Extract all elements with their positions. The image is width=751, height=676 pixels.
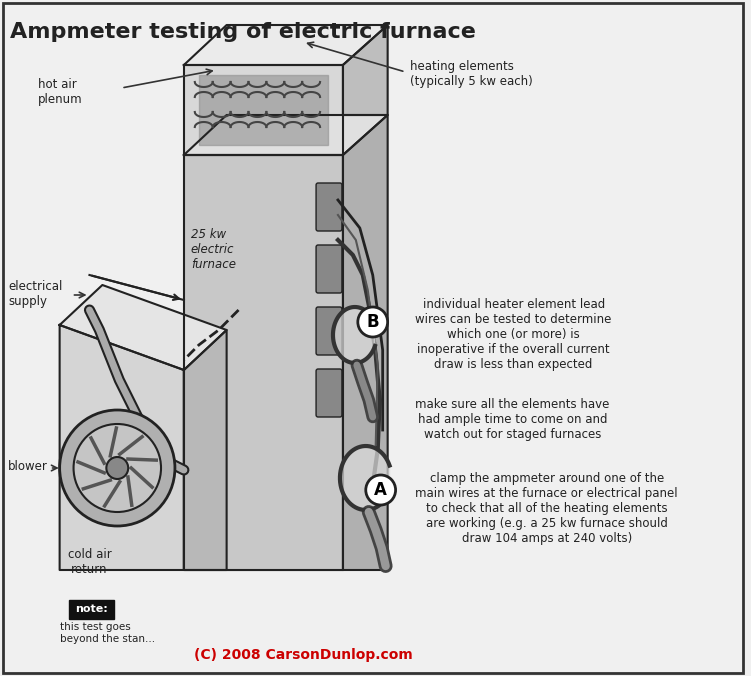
Circle shape bbox=[74, 424, 161, 512]
Text: B: B bbox=[366, 313, 379, 331]
Polygon shape bbox=[184, 330, 227, 570]
Text: this test goes
beyond the stan...: this test goes beyond the stan... bbox=[59, 622, 155, 644]
Polygon shape bbox=[343, 115, 388, 570]
FancyBboxPatch shape bbox=[316, 369, 342, 417]
Polygon shape bbox=[184, 65, 343, 155]
Text: 25 kw
electric
furnace: 25 kw electric furnace bbox=[191, 228, 236, 271]
Text: hot air
plenum: hot air plenum bbox=[38, 78, 83, 106]
Text: heating elements
(typically 5 kw each): heating elements (typically 5 kw each) bbox=[411, 60, 533, 88]
Text: clamp the ampmeter around one of the
main wires at the furnace or electrical pan: clamp the ampmeter around one of the mai… bbox=[415, 472, 678, 545]
Circle shape bbox=[366, 475, 396, 505]
FancyBboxPatch shape bbox=[316, 245, 342, 293]
Text: cold air
return: cold air return bbox=[68, 548, 111, 576]
Circle shape bbox=[107, 457, 128, 479]
Circle shape bbox=[59, 410, 175, 526]
Text: note:: note: bbox=[75, 604, 108, 614]
Text: Ampmeter testing of electric furnace: Ampmeter testing of electric furnace bbox=[10, 22, 476, 42]
Polygon shape bbox=[59, 285, 227, 370]
Text: individual heater element lead
wires can be tested to determine
which one (or mo: individual heater element lead wires can… bbox=[415, 298, 612, 371]
Text: make sure all the elements have
had ample time to come on and
watch out for stag: make sure all the elements have had ampl… bbox=[415, 398, 610, 441]
Polygon shape bbox=[343, 25, 388, 115]
Text: blower: blower bbox=[8, 460, 48, 473]
Text: A: A bbox=[374, 481, 387, 499]
FancyBboxPatch shape bbox=[316, 183, 342, 231]
Polygon shape bbox=[333, 307, 375, 363]
Polygon shape bbox=[59, 325, 184, 570]
Polygon shape bbox=[184, 155, 343, 570]
Polygon shape bbox=[340, 446, 390, 510]
Text: (C) 2008 CarsonDunlop.com: (C) 2008 CarsonDunlop.com bbox=[194, 648, 412, 662]
Bar bbox=[199, 75, 328, 145]
FancyBboxPatch shape bbox=[68, 600, 114, 619]
Polygon shape bbox=[184, 115, 388, 155]
Text: electrical
supply: electrical supply bbox=[8, 280, 62, 308]
Polygon shape bbox=[184, 25, 388, 65]
Circle shape bbox=[357, 307, 388, 337]
FancyBboxPatch shape bbox=[316, 307, 342, 355]
